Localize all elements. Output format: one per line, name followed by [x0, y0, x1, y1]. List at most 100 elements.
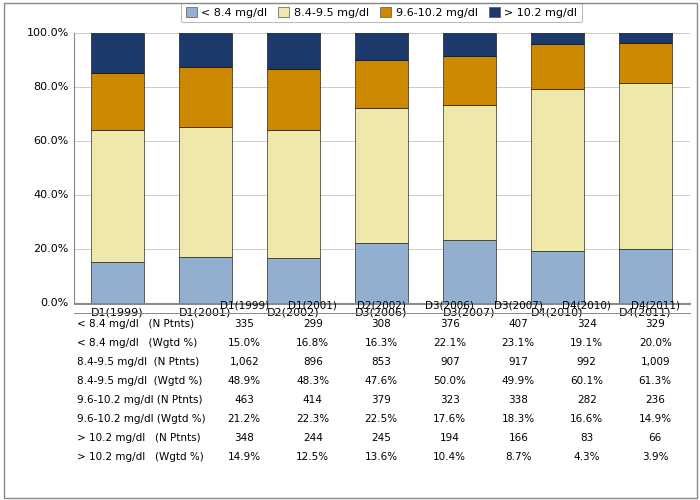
Bar	[355, 32, 408, 60]
Text: D4(2010): D4(2010)	[562, 300, 611, 310]
Bar	[619, 248, 672, 302]
Text: D4(2011): D4(2011)	[631, 300, 680, 310]
Bar	[531, 44, 584, 88]
Bar	[91, 130, 144, 262]
Text: 3.9%: 3.9%	[642, 452, 668, 462]
Text: 348: 348	[234, 433, 254, 443]
Text: 8.4-9.5 mg/dl  (Wgtd %): 8.4-9.5 mg/dl (Wgtd %)	[77, 376, 202, 386]
Text: 166: 166	[508, 433, 528, 443]
Legend: < 8.4 mg/dl, 8.4-9.5 mg/dl, 9.6-10.2 mg/dl, > 10.2 mg/dl: < 8.4 mg/dl, 8.4-9.5 mg/dl, 9.6-10.2 mg/…	[181, 3, 582, 22]
Bar	[531, 88, 584, 251]
Text: 22.1%: 22.1%	[433, 338, 466, 348]
Bar	[355, 60, 408, 108]
Text: 60.1%: 60.1%	[570, 376, 603, 386]
Text: 20.0%: 20.0%	[639, 338, 672, 348]
Text: 83: 83	[580, 433, 594, 443]
Text: 407: 407	[508, 319, 528, 329]
Text: 10.4%: 10.4%	[433, 452, 466, 462]
Text: 15.0%: 15.0%	[228, 338, 260, 348]
Text: 907: 907	[440, 357, 460, 367]
Text: 896: 896	[303, 357, 323, 367]
Bar	[443, 56, 496, 106]
Text: 245: 245	[371, 433, 391, 443]
Text: 66: 66	[649, 433, 662, 443]
Text: 414: 414	[303, 395, 323, 405]
Bar	[443, 32, 496, 56]
Bar	[531, 251, 584, 302]
Bar	[619, 83, 672, 248]
Bar	[355, 243, 408, 302]
Text: 21.2%: 21.2%	[228, 414, 261, 424]
Text: 19.1%: 19.1%	[570, 338, 603, 348]
Text: 48.3%: 48.3%	[296, 376, 329, 386]
Text: 16.8%: 16.8%	[296, 338, 329, 348]
Text: D3(2006): D3(2006)	[426, 300, 474, 310]
Text: 22.5%: 22.5%	[365, 414, 398, 424]
Bar	[179, 257, 232, 302]
Text: D1(1999): D1(1999)	[220, 300, 269, 310]
Bar	[179, 126, 232, 257]
Text: 17.6%: 17.6%	[433, 414, 466, 424]
Text: 917: 917	[508, 357, 528, 367]
Text: 47.6%: 47.6%	[365, 376, 398, 386]
Text: D1(2001): D1(2001)	[288, 300, 337, 310]
Text: 61.3%: 61.3%	[638, 376, 672, 386]
Text: 323: 323	[440, 395, 460, 405]
Bar	[443, 240, 496, 302]
Text: 335: 335	[234, 319, 254, 329]
Text: 244: 244	[303, 433, 323, 443]
Bar	[91, 262, 144, 302]
Text: 1,009: 1,009	[640, 357, 670, 367]
Bar	[443, 106, 496, 240]
Bar	[91, 72, 144, 130]
Text: 299: 299	[303, 319, 323, 329]
Text: < 8.4 mg/dl   (N Ptnts): < 8.4 mg/dl (N Ptnts)	[77, 319, 194, 329]
Text: 12.5%: 12.5%	[296, 452, 329, 462]
Bar	[355, 108, 408, 243]
Text: 308: 308	[372, 319, 391, 329]
Text: 49.9%: 49.9%	[502, 376, 535, 386]
Text: 992: 992	[577, 357, 596, 367]
Bar	[619, 32, 672, 43]
Text: 9.6-10.2 mg/dl (N Ptnts): 9.6-10.2 mg/dl (N Ptnts)	[77, 395, 202, 405]
Text: 338: 338	[508, 395, 528, 405]
Bar	[179, 33, 232, 66]
Text: D3(2007): D3(2007)	[494, 300, 542, 310]
Bar	[267, 258, 320, 302]
Text: 282: 282	[577, 395, 596, 405]
Text: 14.9%: 14.9%	[228, 452, 261, 462]
Text: 18.3%: 18.3%	[502, 414, 535, 424]
Text: 324: 324	[577, 319, 596, 329]
Text: 16.3%: 16.3%	[365, 338, 398, 348]
Bar	[179, 66, 232, 126]
Text: 236: 236	[645, 395, 665, 405]
Text: 14.9%: 14.9%	[638, 414, 672, 424]
Text: 194: 194	[440, 433, 460, 443]
Text: 8.7%: 8.7%	[505, 452, 531, 462]
Text: 16.6%: 16.6%	[570, 414, 603, 424]
Text: 379: 379	[371, 395, 391, 405]
Bar	[91, 32, 144, 72]
Bar	[267, 32, 320, 69]
Text: 50.0%: 50.0%	[433, 376, 466, 386]
Text: 376: 376	[440, 319, 460, 329]
Text: 4.3%: 4.3%	[573, 452, 600, 462]
Text: 1,062: 1,062	[230, 357, 259, 367]
Bar	[267, 130, 320, 258]
Text: 463: 463	[234, 395, 254, 405]
Text: 13.6%: 13.6%	[365, 452, 398, 462]
Text: 8.4-9.5 mg/dl  (N Ptnts): 8.4-9.5 mg/dl (N Ptnts)	[77, 357, 200, 367]
Bar	[619, 43, 672, 83]
Text: 9.6-10.2 mg/dl (Wgtd %): 9.6-10.2 mg/dl (Wgtd %)	[77, 414, 206, 424]
Bar	[267, 69, 320, 130]
Text: 329: 329	[645, 319, 665, 329]
Text: 23.1%: 23.1%	[502, 338, 535, 348]
Text: 48.9%: 48.9%	[228, 376, 261, 386]
Text: > 10.2 mg/dl   (Wgtd %): > 10.2 mg/dl (Wgtd %)	[77, 452, 204, 462]
Text: D2(2002): D2(2002)	[357, 300, 406, 310]
Text: > 10.2 mg/dl   (N Ptnts): > 10.2 mg/dl (N Ptnts)	[77, 433, 201, 443]
Text: 853: 853	[371, 357, 391, 367]
Text: 22.3%: 22.3%	[296, 414, 329, 424]
Text: < 8.4 mg/dl   (Wgtd %): < 8.4 mg/dl (Wgtd %)	[77, 338, 197, 348]
Bar	[531, 32, 584, 44]
